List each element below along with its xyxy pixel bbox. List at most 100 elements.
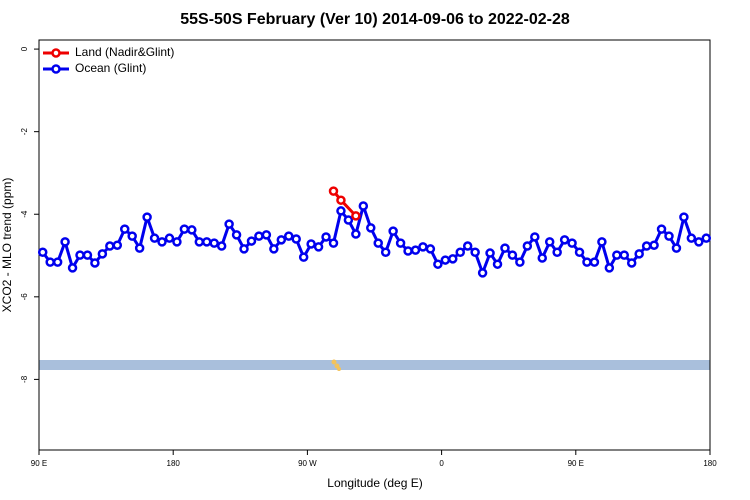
point xyxy=(492,259,503,269)
point xyxy=(522,241,533,251)
surface-mask-band xyxy=(39,360,710,370)
point xyxy=(455,247,465,257)
y-tick-label: -8 xyxy=(20,375,29,383)
point xyxy=(105,241,115,251)
point xyxy=(515,257,525,267)
point xyxy=(440,255,451,265)
point xyxy=(626,258,637,268)
x-axis-label: Longitude (deg E) xyxy=(327,476,422,490)
point xyxy=(298,252,309,262)
y-tick-label: -4 xyxy=(20,210,29,218)
point xyxy=(216,241,227,251)
point xyxy=(485,248,495,258)
point xyxy=(537,253,547,263)
point xyxy=(358,201,369,211)
point xyxy=(664,231,674,241)
x-tick-label: 90 E xyxy=(31,459,47,468)
land-mask-dot xyxy=(337,367,341,371)
legend-marker xyxy=(51,48,61,58)
point xyxy=(388,226,398,236)
point xyxy=(112,240,123,250)
point xyxy=(269,244,279,254)
point xyxy=(336,195,346,205)
point xyxy=(448,254,458,264)
point xyxy=(261,230,272,240)
point xyxy=(552,247,562,257)
point xyxy=(686,233,697,243)
point xyxy=(306,239,316,249)
series-line xyxy=(41,204,707,275)
point xyxy=(45,257,55,267)
point xyxy=(604,263,615,273)
point xyxy=(134,243,145,253)
y-tick-label: -6 xyxy=(20,293,29,301)
point xyxy=(75,250,85,260)
point xyxy=(395,238,406,248)
point xyxy=(209,238,219,248)
point xyxy=(52,257,63,267)
point xyxy=(619,250,630,260)
point xyxy=(336,206,346,216)
point xyxy=(500,243,510,253)
point xyxy=(507,250,518,260)
point xyxy=(276,235,287,245)
point xyxy=(380,247,391,257)
point xyxy=(366,223,376,233)
point xyxy=(589,257,600,267)
point xyxy=(470,247,480,257)
point xyxy=(351,211,361,221)
point xyxy=(351,229,361,239)
point xyxy=(231,230,242,240)
point xyxy=(254,231,264,241)
y-tick-label: 0 xyxy=(20,46,29,51)
point xyxy=(239,244,249,254)
x-tick-label: 180 xyxy=(167,459,181,468)
land-mask-dot xyxy=(331,359,337,365)
x-tick-label: 180 xyxy=(703,459,717,468)
point xyxy=(328,186,339,196)
point xyxy=(67,263,78,273)
point xyxy=(60,237,70,247)
point xyxy=(224,219,234,229)
chart-title: 55S-50S February (Ver 10) 2014-09-06 to … xyxy=(180,11,570,28)
point xyxy=(90,258,100,268)
point xyxy=(291,234,301,244)
legend-label: Ocean (Glint) xyxy=(75,61,146,75)
point xyxy=(313,242,324,252)
point xyxy=(246,236,257,246)
point xyxy=(149,233,160,243)
point xyxy=(701,233,712,243)
x-tick-label: 90 E xyxy=(568,459,584,468)
legend-label: Land (Nadir&Glint) xyxy=(75,45,174,59)
point xyxy=(37,247,48,257)
x-tick-label: 90 W xyxy=(298,459,317,468)
point xyxy=(179,224,190,234)
point xyxy=(530,232,540,242)
point xyxy=(425,244,436,254)
point xyxy=(172,237,182,247)
point xyxy=(328,238,339,248)
point xyxy=(544,237,555,247)
point xyxy=(82,250,93,260)
point xyxy=(142,212,152,222)
point xyxy=(582,257,592,267)
point xyxy=(187,225,197,235)
point xyxy=(462,241,473,251)
point xyxy=(656,224,667,234)
point xyxy=(597,237,607,247)
point xyxy=(634,249,644,259)
y-axis-label: XCO2 - MLO trend (ppm) xyxy=(0,178,14,313)
point xyxy=(157,237,167,247)
point xyxy=(373,238,383,248)
legend-marker xyxy=(51,64,61,74)
point xyxy=(194,237,205,247)
point xyxy=(164,233,175,243)
point xyxy=(679,212,689,222)
point xyxy=(567,238,577,248)
point xyxy=(649,240,659,250)
point xyxy=(559,235,570,245)
plot-frame xyxy=(38,39,711,451)
y-tick-label: -2 xyxy=(20,128,29,136)
point xyxy=(477,268,488,278)
point xyxy=(343,215,354,225)
